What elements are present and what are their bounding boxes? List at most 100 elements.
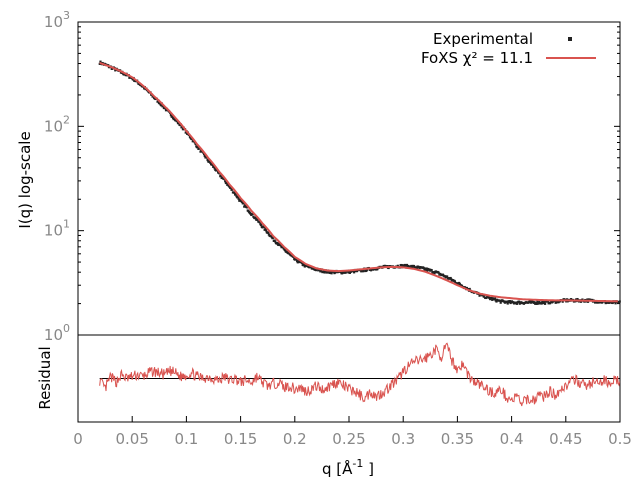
experimental-point <box>509 301 512 305</box>
x-tick-label: 0.4 <box>500 430 524 448</box>
experimental-point <box>164 109 168 112</box>
experimental-point <box>279 244 282 247</box>
experimental-point <box>243 204 247 207</box>
experimental-point <box>110 67 113 70</box>
experimental-point <box>274 240 277 243</box>
experimental-point <box>561 300 564 303</box>
experimental-point <box>355 270 359 273</box>
experimental-point <box>231 188 234 191</box>
experimental-point <box>272 236 275 239</box>
experimental-point <box>576 297 579 301</box>
experimental-point <box>586 300 590 303</box>
experimental-point <box>541 300 544 303</box>
experimental-point <box>314 269 318 272</box>
experimental-point <box>241 200 244 204</box>
experimental-point <box>348 271 352 274</box>
experimental-point <box>424 268 428 271</box>
experimental-point <box>300 261 304 264</box>
experimental-point <box>460 284 464 287</box>
x-tick-label: 0.35 <box>441 430 474 448</box>
experimental-point <box>401 264 404 267</box>
experimental-point <box>536 300 539 303</box>
legend-marker-experimental <box>568 37 572 41</box>
experimental-point <box>124 74 127 77</box>
experimental-point <box>319 269 323 273</box>
experimental-point <box>347 271 350 274</box>
experimental-point <box>276 242 279 245</box>
experimental-point <box>245 206 249 209</box>
experimental-point <box>535 302 538 305</box>
experimental-point <box>229 186 232 189</box>
experimental-point <box>579 300 583 303</box>
experimental-point <box>478 294 481 297</box>
experimental-point <box>269 234 273 237</box>
experimental-point <box>195 146 199 149</box>
experimental-point <box>543 302 547 305</box>
experimental-point <box>330 272 333 275</box>
experimental-point <box>449 276 452 280</box>
experimental-point <box>159 104 163 107</box>
x-tick-label: 0.15 <box>224 430 257 448</box>
experimental-point <box>242 202 245 205</box>
experimental-point <box>267 231 270 234</box>
experimental-point <box>249 212 252 215</box>
experimental-point <box>264 229 268 232</box>
legend-label-foxs: FoXS χ² = 11.1 <box>421 49 533 67</box>
experimental-point <box>181 128 185 131</box>
experimental-point <box>570 298 573 301</box>
legend: Experimental FoXS χ² = 11.1 <box>421 30 596 67</box>
experimental-point <box>256 218 259 221</box>
experimental-point <box>555 301 558 304</box>
experimental-point <box>202 152 206 156</box>
experimental-point <box>243 205 246 208</box>
experimental-point <box>491 298 494 301</box>
experimental-point <box>362 270 365 273</box>
experimental-point <box>515 302 519 305</box>
series-experimental <box>98 60 621 305</box>
experimental-point <box>482 295 485 298</box>
experimental-point <box>506 302 509 305</box>
experimental-point <box>529 300 532 303</box>
experimental-point <box>237 197 240 200</box>
series-foxs-fit <box>99 62 618 303</box>
experimental-point <box>184 131 187 134</box>
experimental-point <box>213 167 216 170</box>
experimental-point <box>405 263 409 267</box>
experimental-point <box>596 301 599 304</box>
experimental-point <box>422 267 425 270</box>
experimental-point <box>437 271 440 274</box>
experimental-point <box>326 271 329 274</box>
experimental-point <box>224 180 227 183</box>
experimental-point <box>396 264 399 267</box>
experimental-point <box>264 227 267 230</box>
experimental-point <box>208 160 211 163</box>
experimental-point <box>341 272 344 275</box>
experimental-point <box>234 192 237 196</box>
experimental-point <box>219 174 223 177</box>
x-axis-label: q [Å-1 ] <box>322 457 374 478</box>
experimental-point <box>586 298 589 301</box>
experimental-point <box>498 299 502 302</box>
experimental-point <box>263 228 266 231</box>
experimental-point <box>533 301 536 304</box>
experimental-point <box>353 271 356 274</box>
experimental-point <box>209 161 212 165</box>
experimental-point <box>403 265 406 268</box>
experimental-point <box>618 300 621 303</box>
experimental-point <box>365 269 368 272</box>
experimental-point <box>236 196 239 199</box>
experimental-point <box>543 300 546 303</box>
experimental-point <box>410 264 414 268</box>
experimental-point <box>428 268 431 271</box>
y-axis-label-intensity: I(q) log-scale <box>16 131 34 228</box>
experimental-point <box>540 302 543 305</box>
experimental-point <box>538 301 541 304</box>
y-tick-label: 103 <box>44 9 70 31</box>
experimental-point <box>446 275 449 278</box>
experimental-point <box>344 271 347 274</box>
experimental-point <box>490 296 493 300</box>
experimental-point <box>199 150 202 153</box>
experimental-point <box>267 233 270 236</box>
experimental-point <box>425 267 428 270</box>
